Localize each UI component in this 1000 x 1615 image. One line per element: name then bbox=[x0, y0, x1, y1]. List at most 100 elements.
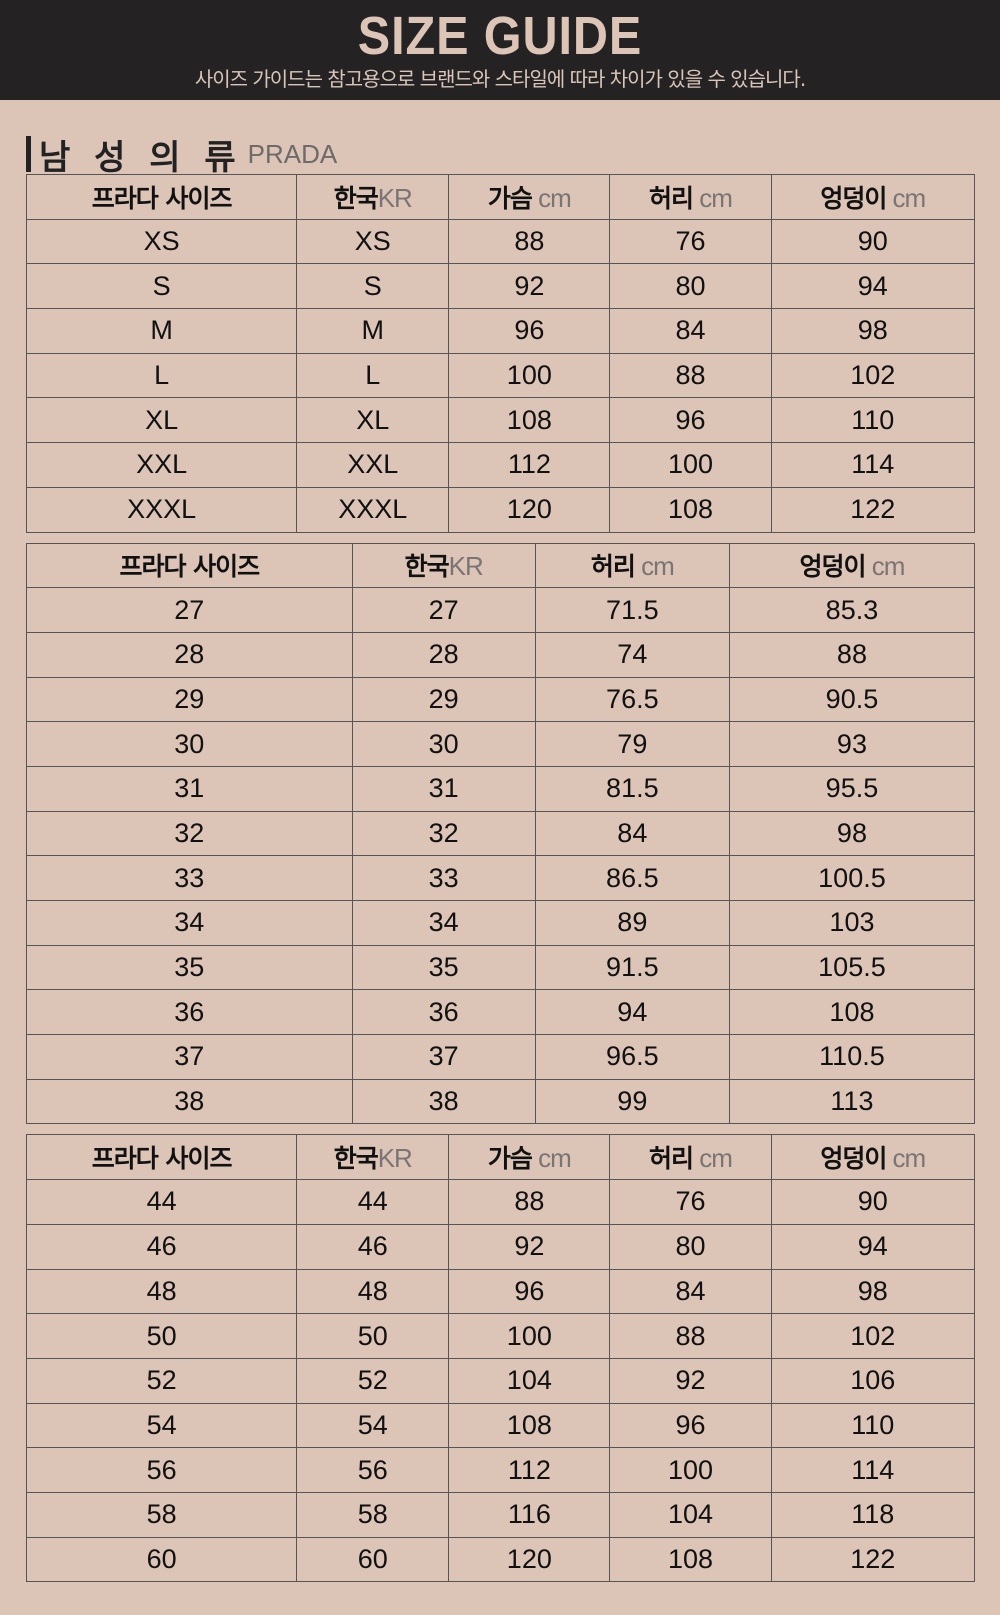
table-row: 36 36 94 108 bbox=[26, 989, 976, 1036]
table-cell: 89 bbox=[534, 900, 730, 946]
table-cell: 120 bbox=[448, 486, 611, 533]
table-cell: 88 bbox=[728, 631, 976, 678]
header-label: 한국 bbox=[404, 552, 450, 582]
table-cell: 50 bbox=[25, 1313, 298, 1359]
table-cell: 28 bbox=[351, 631, 536, 678]
table-cell: XXL bbox=[296, 442, 450, 488]
table-cell: 104 bbox=[448, 1357, 611, 1404]
column-header: 프라다 사이즈 bbox=[25, 1134, 298, 1181]
table-cell: 74 bbox=[534, 631, 730, 678]
table-cell: 76.5 bbox=[534, 676, 730, 723]
table-row: L L 100 88 102 bbox=[25, 352, 976, 399]
table-cell: 122 bbox=[770, 1536, 976, 1583]
table-cell: XL bbox=[25, 397, 298, 444]
table-row: 34 34 89 103 bbox=[26, 900, 976, 946]
column-header: 한국KR bbox=[351, 542, 536, 589]
table-row: XS XS 88 76 90 bbox=[25, 218, 976, 265]
table-cell: 84 bbox=[609, 308, 772, 354]
table-cell: S bbox=[25, 263, 298, 310]
header-label: 한국 bbox=[333, 183, 379, 213]
header-unit: KR bbox=[448, 551, 484, 582]
table-row: 33 33 86.5 100.5 bbox=[26, 855, 976, 901]
header-row: 프라다 사이즈 한국KR 가슴 cm 허리 cm 엉덩이 cm bbox=[25, 174, 976, 220]
table-cell: 94 bbox=[770, 263, 976, 310]
table-cell: 92 bbox=[448, 263, 611, 310]
table-cell: 116 bbox=[448, 1491, 611, 1538]
header-unit: cm bbox=[886, 182, 927, 213]
table-cell: 103 bbox=[728, 900, 976, 946]
table-cell: 102 bbox=[770, 352, 976, 399]
table-cell: XXXL bbox=[25, 486, 298, 533]
table-cell: 102 bbox=[770, 1313, 976, 1359]
header-unit: KR bbox=[377, 1143, 413, 1174]
table-cell: 44 bbox=[296, 1179, 450, 1225]
table-row: 46 46 92 80 94 bbox=[25, 1223, 976, 1270]
header-label: 프라다 사이즈 bbox=[119, 552, 260, 582]
table-row: 32 32 84 98 bbox=[26, 810, 976, 857]
table-cell: 108 bbox=[448, 397, 611, 444]
table-cell: 36 bbox=[351, 989, 536, 1036]
table-cell: XL bbox=[296, 397, 450, 444]
table-cell: 93 bbox=[728, 721, 976, 767]
table-row: 28 28 74 88 bbox=[26, 631, 976, 678]
table-cell: 90.5 bbox=[728, 676, 976, 723]
table-row: 38 38 99 113 bbox=[26, 1078, 976, 1125]
table-row: M M 96 84 98 bbox=[25, 308, 976, 354]
header-label: 엉덩이 bbox=[820, 183, 887, 213]
table-cell: M bbox=[25, 308, 298, 354]
table-row: 58 58 116 104 118 bbox=[25, 1491, 976, 1538]
column-header: 한국KR bbox=[296, 1134, 450, 1181]
table-cell: 56 bbox=[296, 1447, 450, 1493]
table-cell: 27 bbox=[26, 587, 353, 633]
table-cell: 96 bbox=[609, 397, 772, 444]
table-cell: 44 bbox=[25, 1179, 298, 1225]
table-cell: 35 bbox=[26, 944, 353, 991]
table-cell: 54 bbox=[25, 1402, 298, 1449]
header-unit: cm bbox=[886, 1143, 927, 1174]
size-table-1: 프라다 사이즈 한국KR 가슴 cm 허리 cm 엉덩이 cm XS XS 88 76 90 S S 9… bbox=[25, 174, 976, 533]
header-unit: cm bbox=[531, 182, 572, 213]
column-header: 프라다 사이즈 bbox=[25, 174, 298, 220]
table-cell: 96 bbox=[448, 1268, 611, 1315]
table-cell: 88 bbox=[448, 1179, 611, 1225]
table-cell: 58 bbox=[296, 1491, 450, 1538]
section-title-text: 남 성 의 류 bbox=[39, 137, 242, 178]
table-cell: 90 bbox=[770, 1179, 976, 1225]
table-cell: 96 bbox=[448, 308, 611, 354]
table-cell: 108 bbox=[448, 1402, 611, 1449]
table-cell: L bbox=[296, 352, 450, 399]
table-cell: 98 bbox=[728, 810, 976, 857]
table-cell: 106 bbox=[770, 1357, 976, 1404]
table-cell: 98 bbox=[770, 308, 976, 354]
table-cell: 48 bbox=[25, 1268, 298, 1315]
table-cell: 84 bbox=[609, 1268, 772, 1315]
column-header: 엉덩이 cm bbox=[728, 542, 976, 589]
table-cell: 118 bbox=[770, 1491, 976, 1538]
table-cell: 32 bbox=[26, 810, 353, 857]
section-title: 남 성 의 류 PRADA bbox=[26, 134, 1000, 178]
column-header: 엉덩이 cm bbox=[770, 1134, 976, 1181]
table-cell: 114 bbox=[770, 442, 976, 488]
header-label: 엉덩이 bbox=[799, 552, 867, 582]
table-cell: 37 bbox=[26, 1034, 353, 1080]
header-label: 한국 bbox=[333, 1144, 379, 1174]
header-label: 프라다 사이즈 bbox=[91, 1144, 233, 1174]
table-cell: 113 bbox=[728, 1078, 976, 1125]
page-title: SIZE GUIDE bbox=[357, 6, 643, 66]
header-unit: cm bbox=[693, 1143, 733, 1174]
column-header: 가슴 cm bbox=[448, 174, 611, 220]
table-cell: XS bbox=[25, 218, 298, 265]
header-unit: cm bbox=[634, 551, 675, 582]
column-header: 가슴 cm bbox=[448, 1134, 611, 1181]
header-label: 가슴 bbox=[487, 1144, 533, 1174]
table-cell: S bbox=[296, 263, 450, 310]
table-row: XXXL XXXL 120 108 122 bbox=[25, 486, 976, 533]
table-cell: 29 bbox=[351, 676, 536, 723]
brand-name: PRADA bbox=[247, 138, 338, 169]
table-row: 30 30 79 93 bbox=[26, 721, 976, 767]
table-cell: 99 bbox=[534, 1078, 730, 1125]
table-cell: 88 bbox=[609, 352, 772, 399]
title-bar-decoration bbox=[26, 136, 31, 172]
column-header: 허리 cm bbox=[609, 174, 772, 220]
table-cell: 98 bbox=[770, 1268, 976, 1315]
